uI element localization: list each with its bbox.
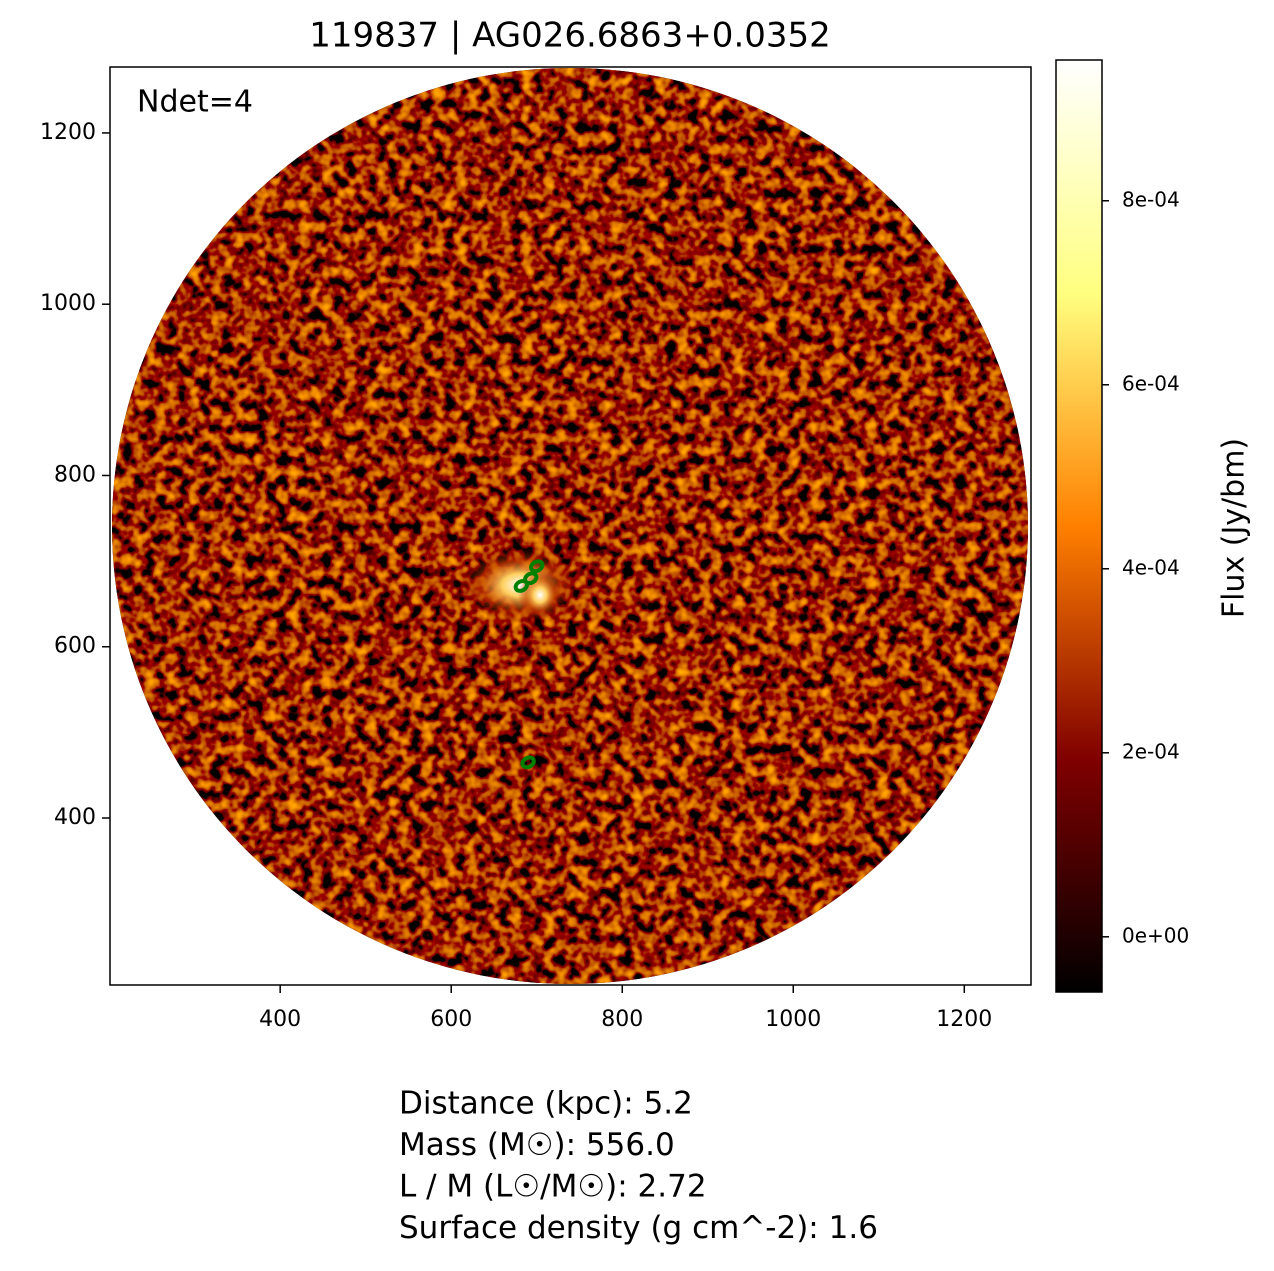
y-tick-label: 1000 bbox=[40, 291, 96, 316]
colorbar-tick-label: 6e-04 bbox=[1122, 371, 1180, 395]
x-tick-label: 600 bbox=[430, 1007, 472, 1032]
info-line: L / M (L☉/M☉): 2.72 bbox=[399, 1169, 707, 1205]
plot-frame bbox=[109, 66, 1032, 986]
colorbar-tick-label: 0e+00 bbox=[1122, 923, 1189, 947]
image bbox=[112, 68, 1028, 984]
colorbar-label: Flux (Jy/bm) bbox=[1217, 438, 1252, 618]
detection bbox=[520, 755, 536, 770]
info-line: Distance (kpc): 5.2 bbox=[399, 1086, 693, 1122]
colorbar-tick-label: 4e-04 bbox=[1122, 555, 1180, 579]
y-tick-label: 1200 bbox=[40, 120, 96, 145]
info-line: Surface density (g cm^-2): 1.6 bbox=[399, 1210, 878, 1246]
y-tick-label: 800 bbox=[54, 462, 96, 487]
y-tick-label: 400 bbox=[54, 805, 96, 830]
colorbar-tick-label: 2e-04 bbox=[1122, 739, 1180, 763]
info-line: Mass (M☉): 556.0 bbox=[399, 1127, 675, 1163]
annotation: Ndet=4 bbox=[137, 85, 253, 120]
colorbar bbox=[1055, 59, 1103, 993]
chart-title: 119837 | AG026.6863+0.0352 bbox=[309, 16, 831, 56]
x-tick-label: 1200 bbox=[936, 1007, 992, 1032]
y-tick-label: 600 bbox=[54, 634, 96, 659]
colorbar-tick-label: 8e-04 bbox=[1122, 187, 1180, 211]
detection bbox=[529, 559, 545, 574]
x-tick-label: 1000 bbox=[765, 1007, 821, 1032]
x-tick-label: 400 bbox=[259, 1007, 301, 1032]
detection bbox=[513, 579, 529, 593]
x-tick-label: 800 bbox=[601, 1007, 643, 1032]
